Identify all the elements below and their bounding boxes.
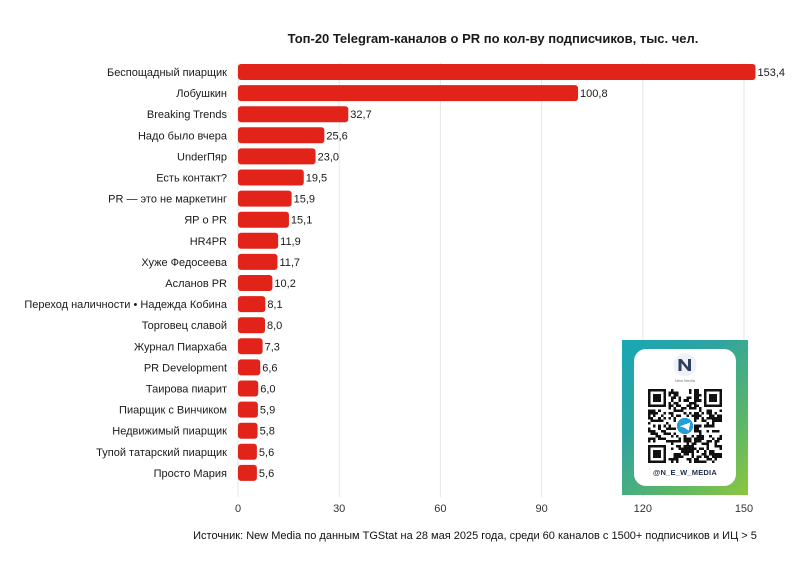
qr-code[interactable] [648, 389, 722, 463]
value-label: 15,9 [294, 194, 315, 206]
bar [238, 190, 292, 207]
category-label: HR4PR [190, 236, 227, 248]
category-label: Асланов PR [165, 278, 227, 290]
bar [238, 359, 261, 376]
bar [238, 443, 257, 460]
value-label: 32,7 [350, 109, 371, 121]
value-label: 7,3 [265, 341, 280, 353]
bar [238, 169, 304, 186]
bar [238, 253, 278, 270]
logo-caption: New Media [674, 378, 695, 383]
value-label: 5,6 [259, 468, 274, 480]
qr-promo-card[interactable]: New Media @N_E_W_MEDIA [622, 340, 748, 495]
category-label: Недвижимый пиарщик [112, 426, 227, 438]
category-label: Таирова пиарит [146, 384, 227, 396]
category-label: Пиарщик с Винчиком [119, 405, 227, 417]
category-label: Хуже Федосеева [141, 257, 227, 269]
x-tick-label: 90 [535, 503, 547, 515]
value-label: 11,7 [279, 257, 300, 269]
bar [238, 401, 258, 418]
channel-handle[interactable]: @N_E_W_MEDIA [653, 468, 717, 477]
category-label: Журнал Пиархаба [134, 341, 228, 353]
value-label: 8,0 [267, 320, 282, 332]
value-label: 6,0 [260, 384, 275, 396]
value-label: 5,9 [260, 405, 275, 417]
value-label: 8,1 [267, 299, 282, 311]
category-label: UnderПяр [177, 151, 227, 163]
x-tick-label: 150 [735, 503, 753, 515]
category-label: Есть контакт? [156, 173, 227, 185]
category-label: Переход наличности • Надежда Кобина [24, 299, 228, 311]
value-label: 25,6 [326, 130, 347, 142]
category-label: Беспощадный пиарщик [107, 67, 227, 79]
bars [238, 64, 756, 481]
bar [238, 317, 265, 334]
value-label: 6,6 [262, 362, 277, 374]
bar [238, 380, 259, 397]
x-tick-label: 30 [333, 503, 345, 515]
bar [238, 338, 263, 355]
value-label: 5,6 [259, 447, 274, 459]
qr-card-inner: New Media @N_E_W_MEDIA [634, 349, 736, 486]
category-label: PR — это не маркетинг [108, 194, 227, 206]
value-label: 153,4 [757, 67, 785, 79]
new-media-logo-icon [673, 353, 697, 377]
category-label: Тупой татарский пиарщик [96, 447, 227, 459]
category-label: Надо было вчера [138, 130, 228, 142]
chart-title: Топ-20 Telegram-каналов о PR по кол-ву п… [287, 31, 699, 46]
x-tick-label: 0 [235, 503, 241, 515]
category-label: Breaking Trends [147, 109, 228, 121]
value-label: 10,2 [274, 278, 295, 290]
bar [238, 85, 579, 102]
bar [238, 127, 325, 144]
bar [238, 275, 273, 291]
bar [238, 422, 258, 439]
value-label: 100,8 [580, 88, 608, 100]
labels: 0 30 60 90 120 150 Беспощадный пиарщик 153,4 Лоб… [24, 67, 785, 515]
value-label: 19,5 [306, 173, 327, 185]
bar [238, 64, 756, 80]
x-tick-label: 60 [434, 503, 446, 515]
bar [238, 148, 316, 165]
category-label: Торговец славой [142, 320, 227, 332]
category-label: Просто Мария [154, 468, 227, 480]
source-note: Источник: New Media по данным TGStat на … [193, 530, 757, 542]
bar [238, 232, 279, 249]
category-label: Лобушкин [176, 88, 227, 100]
bar [238, 211, 289, 228]
bar [238, 464, 257, 481]
value-label: 11,9 [280, 236, 301, 248]
value-label: 5,8 [260, 426, 275, 438]
bar [238, 296, 266, 313]
bar [238, 106, 349, 123]
value-label: 23,0 [318, 151, 339, 163]
category-label: PR Development [144, 362, 227, 374]
value-label: 15,1 [291, 215, 312, 227]
category-label: ЯР о PR [184, 215, 227, 227]
x-tick-label: 120 [634, 503, 652, 515]
